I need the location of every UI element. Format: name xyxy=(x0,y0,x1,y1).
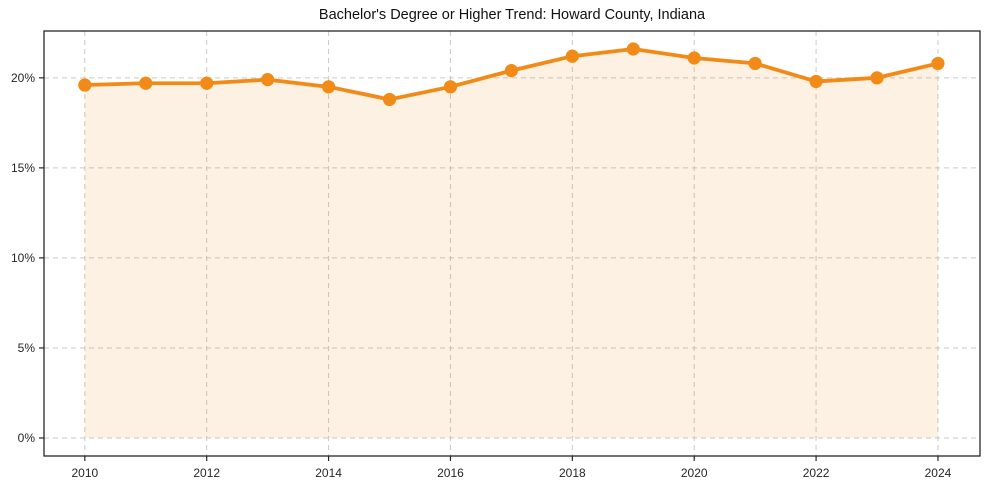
data-point-2017 xyxy=(504,64,518,78)
data-point-2022 xyxy=(809,74,823,89)
y-axis-tick-label: 15% xyxy=(11,161,35,175)
y-axis-tick-label: 10% xyxy=(11,251,35,265)
data-point-2012 xyxy=(200,76,214,90)
x-axis-tick-label: 2010 xyxy=(71,466,98,480)
y-axis-tick-label: 0% xyxy=(18,431,36,445)
data-point-2015 xyxy=(382,92,397,107)
data-point-2023 xyxy=(870,71,884,85)
data-point-2014 xyxy=(321,80,336,94)
x-axis-tick-label: 2012 xyxy=(193,466,220,480)
plot-border xyxy=(43,30,981,457)
data-point-2021 xyxy=(748,56,762,71)
data-point-2010 xyxy=(78,78,92,92)
data-point-2020 xyxy=(687,51,701,65)
x-axis-tick-label: 2020 xyxy=(681,466,708,480)
data-point-2016 xyxy=(443,80,458,94)
y-axis-tick-label: 5% xyxy=(18,341,36,355)
chart-title: Bachelor's Degree or Higher Trend: Howar… xyxy=(318,7,706,23)
area-fill xyxy=(84,49,938,438)
data-point-2019 xyxy=(626,42,640,56)
data-point-2011 xyxy=(139,76,153,90)
y-axis-tick-label: 20% xyxy=(11,71,35,85)
x-axis-tick-label: 2022 xyxy=(803,466,830,480)
x-axis-tick-label: 2016 xyxy=(437,466,464,480)
x-axis-tick-label: 2014 xyxy=(315,466,342,480)
x-axis-tick-label: 2024 xyxy=(925,466,952,480)
data-point-2013 xyxy=(261,73,275,87)
data-point-2024 xyxy=(931,56,945,71)
data-point-2018 xyxy=(565,49,579,63)
x-axis-tick-label: 2018 xyxy=(559,466,586,480)
